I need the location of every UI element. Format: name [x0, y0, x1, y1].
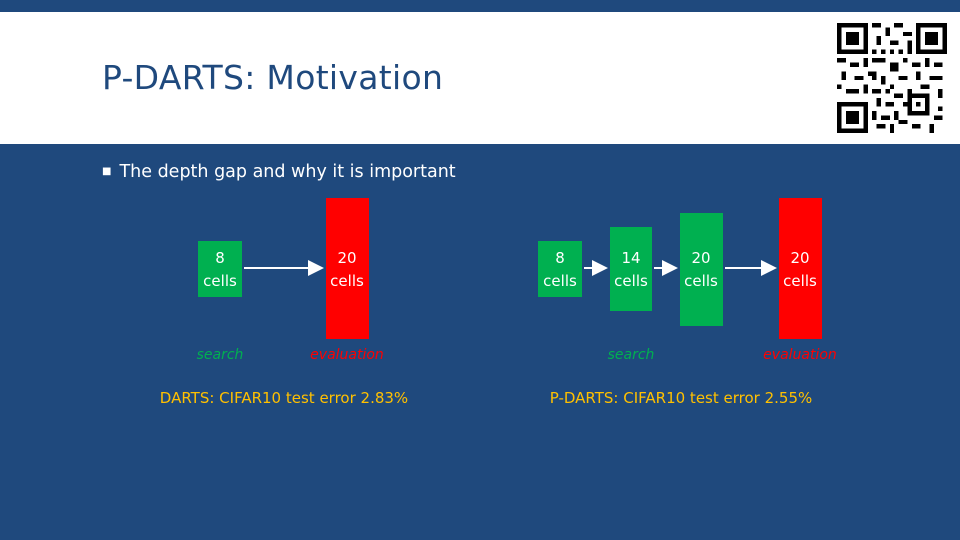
darts-eval-caption: evaluation — [310, 347, 384, 363]
pdarts-stage3-number: 20 — [691, 249, 710, 267]
pdarts-stage1-box — [538, 241, 582, 297]
pdarts-stage2-number: 14 — [621, 249, 640, 267]
bullet-text: The depth gap and why it is important — [119, 162, 456, 182]
pdarts-eval-unit: cells — [783, 272, 817, 290]
qr-code-icon — [837, 23, 947, 133]
pdarts-stage2-box — [610, 227, 652, 311]
pdarts-search-caption: search — [608, 347, 655, 363]
pdarts-stage1-unit: cells — [543, 272, 577, 290]
darts-search-box-unit: cells — [203, 272, 237, 290]
pdarts-eval-box — [779, 198, 822, 339]
darts-search-box-number: 8 — [215, 249, 225, 267]
bullet-icon: ■ — [102, 166, 112, 177]
bullet-point: ■ The depth gap and why it is important — [102, 162, 456, 182]
slide-header — [0, 12, 960, 144]
pdarts-stage3-box — [680, 213, 723, 326]
slide-title: P-DARTS: Motivation — [102, 58, 444, 97]
darts-eval-box — [326, 198, 369, 339]
pdarts-eval-number: 20 — [790, 249, 809, 267]
pdarts-diagram: 8 cells 14 cells 20 cells 20 cells searc… — [538, 198, 837, 407]
pdarts-stage1-number: 8 — [555, 249, 565, 267]
darts-diagram: 8 cells 20 cells search evaluation DARTS… — [160, 198, 408, 407]
pdarts-stage3-unit: cells — [684, 272, 718, 290]
darts-eval-box-number: 20 — [337, 249, 356, 267]
darts-search-caption: search — [197, 347, 244, 363]
darts-result: DARTS: CIFAR10 test error 2.83% — [160, 389, 408, 407]
pdarts-result: P-DARTS: CIFAR10 test error 2.55% — [550, 389, 813, 407]
darts-eval-box-unit: cells — [330, 272, 364, 290]
pdarts-stage2-unit: cells — [614, 272, 648, 290]
pdarts-eval-caption: evaluation — [763, 347, 837, 363]
darts-search-box — [198, 241, 242, 297]
top-strip — [0, 0, 960, 12]
